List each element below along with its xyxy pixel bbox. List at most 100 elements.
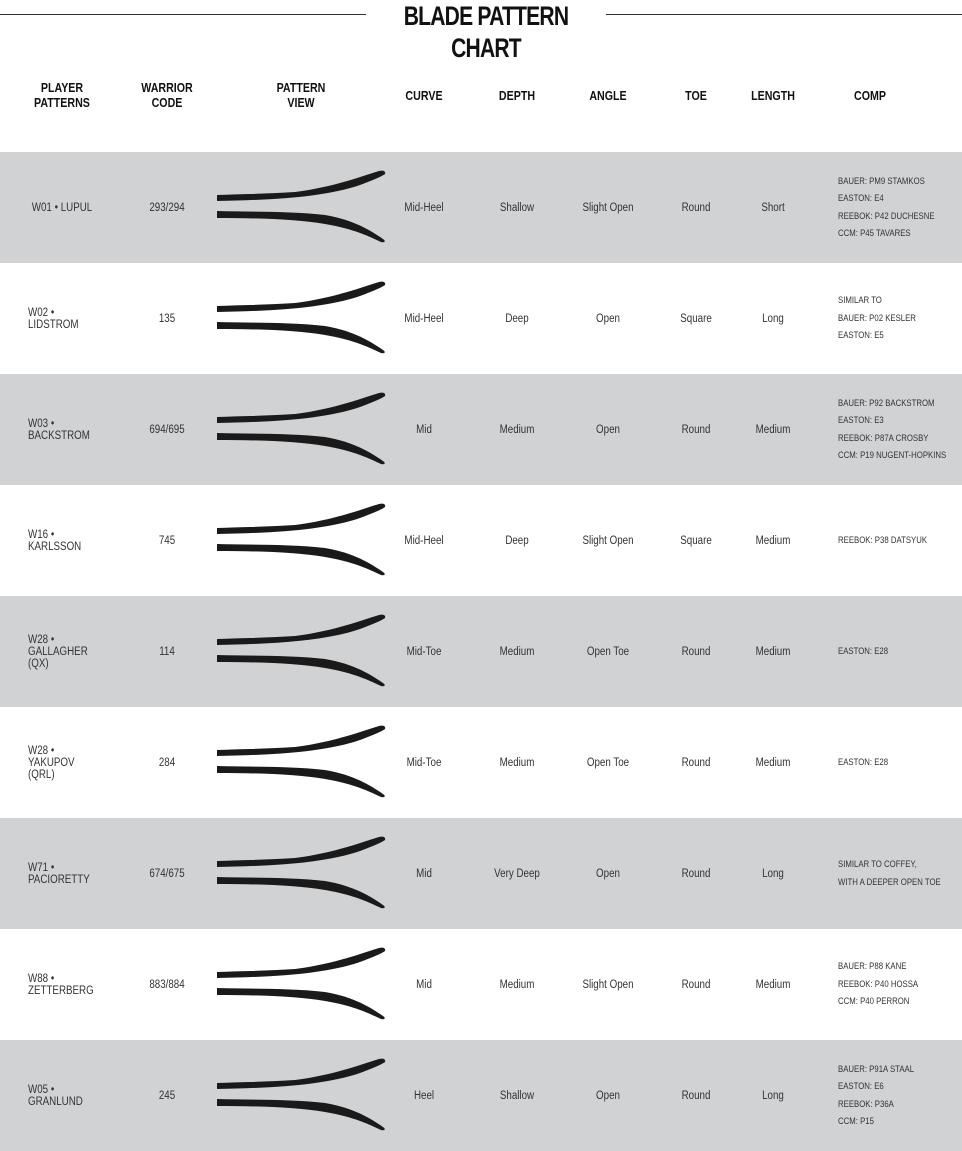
comp-line: REEBOK: P40 HOSSA [838, 978, 919, 990]
table-row: W28 • GALLAGHER (QX) 114 Mid-Toe Medium Open… [0, 596, 962, 707]
cell-length: Medium [755, 978, 791, 991]
blade-bottom-view [217, 988, 385, 1020]
cell-length: Long [762, 1089, 784, 1102]
cell-angle: Open [596, 1089, 620, 1102]
cell-depth: Deep [505, 312, 529, 325]
cell-depth: Medium [499, 645, 535, 658]
comp-line: CCM: P45 TAVARES [838, 228, 911, 239]
cell-length: Medium [755, 645, 791, 658]
blade-top-view [217, 392, 386, 423]
table-row: W01 • LUPUL 293/294 Mid-Heel Shallow Slight … [0, 152, 962, 263]
comp-line: CCM: P40 PERRON [838, 996, 910, 1008]
blade-bottom-view [217, 1099, 385, 1131]
comp-line: BAUER: P02 KESLER [838, 312, 916, 324]
blade-bottom-view [217, 655, 385, 687]
blade-pattern-view [217, 1058, 386, 1131]
blade-pattern-view [217, 947, 386, 1020]
blade-pattern-view [217, 836, 386, 909]
comp-line: REEBOK: P87A CROSBY [838, 432, 929, 444]
cell-curve: Heel [413, 1089, 435, 1102]
cell-angle: Slight Open [582, 534, 634, 547]
cell-comp: EASTON: E28 [838, 596, 888, 707]
page-title: BLADE PATTERN CHART [403, 1, 569, 63]
cell-comp: BAUER: P91A STAAL EASTON: E6 REEBOK: P36A C… [838, 1040, 914, 1151]
chart-title-bar: BLADE PATTERN CHART [0, 0, 962, 63]
cell-player: W28 • YAKUPOV (QRL) [28, 744, 75, 781]
cell-toe: Square [680, 312, 712, 325]
cell-curve: Mid [416, 423, 432, 436]
comp-line: WITH A DEEPER OPEN TOE [838, 876, 941, 888]
cell-angle: Open Toe [586, 756, 630, 769]
comp-line: BAUER: P91A STAAL [838, 1063, 915, 1075]
cell-depth: Shallow [499, 1089, 535, 1102]
cell-length: Medium [755, 756, 791, 769]
blade-pattern-view [217, 614, 386, 687]
cell-player: W88 • ZETTERBERG [28, 972, 94, 997]
blade-top-view [217, 170, 386, 201]
cell-toe: Square [680, 534, 712, 547]
cell-angle: Open [596, 312, 620, 325]
comp-line: BAUER: P88 KANE [838, 961, 907, 973]
blade-top-view [217, 503, 386, 534]
title-rule-left [0, 14, 366, 15]
blade-bottom-view [217, 322, 385, 354]
blade-top-view [217, 1058, 386, 1089]
cell-angle: Slight Open [582, 978, 634, 991]
cell-code: 135 [158, 312, 176, 325]
cell-length: Medium [755, 534, 791, 547]
blade-bottom-view [217, 766, 385, 798]
cell-length: Long [762, 312, 784, 325]
cell-player: W16 • KARLSSON [28, 528, 82, 553]
cell-comp: SIMILAR TO BAUER: P02 KESLER EASTON: E5 [838, 263, 916, 374]
cell-toe: Round [681, 201, 711, 214]
cell-toe: Round [681, 978, 711, 991]
cell-curve: Mid-Toe [406, 756, 442, 769]
cell-depth: Very Deep [494, 867, 540, 880]
blade-top-view [217, 947, 386, 978]
cell-code: 694/695 [149, 423, 185, 436]
cell-comp: BAUER: P92 BACKSTROM EASTON: E3 REEBOK: P8… [838, 374, 946, 485]
cell-depth: Deep [505, 534, 529, 547]
blade-pattern-view [217, 170, 386, 243]
comp-line: EASTON: E3 [838, 415, 884, 426]
cell-length: Medium [755, 423, 791, 436]
blade-pattern-view [217, 725, 386, 798]
cell-code: 293/294 [149, 201, 185, 214]
comp-line: SIMILAR TO COFFEY, [838, 859, 917, 870]
blade-bottom-view [217, 211, 385, 243]
cell-curve: Mid-Heel [404, 312, 444, 325]
comp-line: BAUER: P92 BACKSTROM [838, 397, 935, 409]
header-warrior-code: WARRIOR CODE [141, 80, 193, 110]
cell-depth: Medium [499, 978, 535, 991]
comp-line: EASTON: E4 [838, 193, 884, 204]
cell-curve: Mid-Heel [404, 201, 444, 214]
cell-depth: Medium [499, 423, 535, 436]
cell-toe: Round [681, 423, 711, 436]
cell-player: W71 • PACIORETTY [28, 861, 90, 886]
cell-curve: Mid-Heel [404, 534, 444, 547]
blade-top-view [217, 725, 386, 756]
header-toe: TOE [685, 88, 707, 103]
header-comp: COMP [854, 88, 886, 103]
cell-comp: BAUER: PM9 STAMKOS EASTON: E4 REEBOK: P42 … [838, 152, 935, 263]
cell-angle: Slight Open [582, 201, 634, 214]
cell-code: 114 [159, 645, 175, 658]
cell-code: 284 [158, 756, 176, 769]
cell-curve: Mid [416, 978, 432, 991]
cell-comp: SIMILAR TO COFFEY, WITH A DEEPER OPEN TOE [838, 818, 941, 929]
blade-bottom-view [217, 433, 385, 465]
blade-top-view [217, 281, 386, 312]
blade-pattern-view [217, 281, 386, 354]
cell-depth: Shallow [499, 201, 535, 214]
blade-bottom-view [217, 877, 385, 909]
cell-code: 245 [158, 1089, 176, 1102]
cell-curve: Mid [416, 867, 432, 880]
cell-angle: Open [596, 867, 620, 880]
table-row: W02 • LIDSTROM 135 Mid-Heel Deep Open Square L… [0, 263, 962, 374]
blade-bottom-view [217, 544, 385, 576]
comp-line: EASTON: E28 [838, 645, 889, 657]
table-row: W28 • YAKUPOV (QRL) 284 Mid-Toe Medium Open … [0, 707, 962, 818]
table-row: W88 • ZETTERBERG 883/884 Mid Medium Slight O… [0, 929, 962, 1040]
table-row: W05 • GRANLUND 245 Heel Shallow Open Round Lon… [0, 1040, 962, 1151]
header-curve: CURVE [405, 88, 443, 103]
